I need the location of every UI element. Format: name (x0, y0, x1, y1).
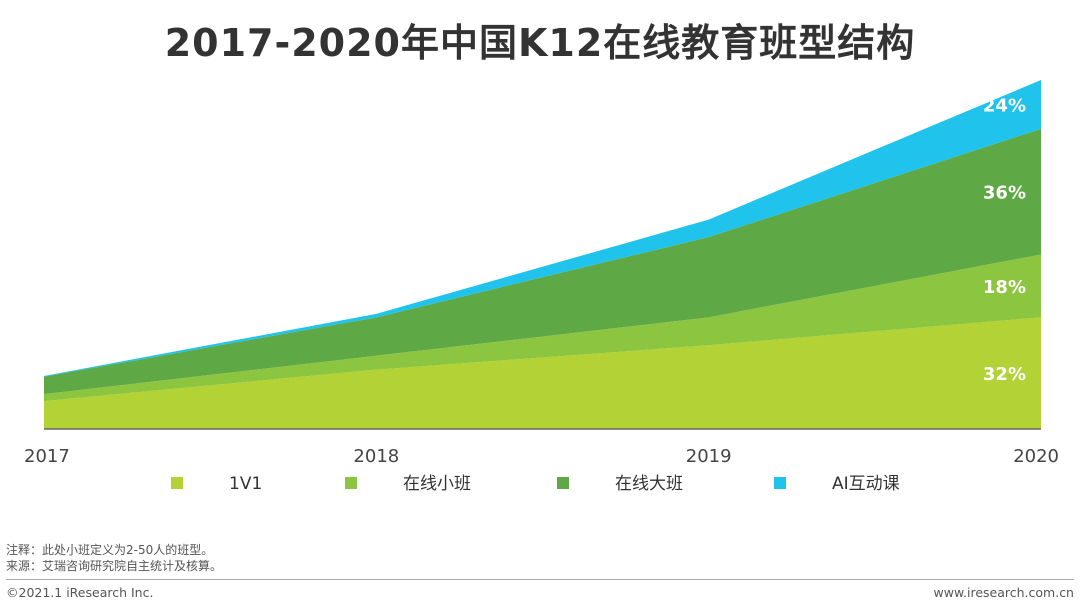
chart-title: 2017-2020年中国K12在线教育班型结构 (164, 21, 916, 65)
x-axis-ticks: 2017 2018 2019 2020 (24, 446, 1059, 467)
series-areas (44, 80, 1041, 429)
footer-divider (6, 579, 1074, 580)
x-tick-label: 2020 (1013, 446, 1059, 467)
legend-item: 1V1 (171, 474, 262, 494)
legend-swatch (774, 477, 786, 489)
legend-label: 在线大班 (615, 474, 683, 494)
legend-item: 在线小班 (345, 474, 471, 494)
legend-item: AI互动课 (774, 474, 900, 494)
data-label: 36% (983, 183, 1026, 204)
area-series-0 (44, 317, 1041, 429)
legend: 1V1 在线小班 在线大班 AI互动课 (171, 474, 900, 494)
chart-notes: 注释：此处小班定义为2-50人的班型。 来源：艾瑞咨询研究院自主统计及核算。 (6, 542, 222, 574)
website-link[interactable]: www.iresearch.com.cn (933, 585, 1075, 600)
legend-item: 在线大班 (557, 474, 683, 494)
x-tick-label: 2018 (353, 446, 399, 467)
legend-label: 在线小班 (403, 474, 471, 494)
data-label: 32% (983, 364, 1026, 385)
legend-label: AI互动课 (832, 474, 900, 494)
area-series-2 (44, 128, 1041, 395)
data-label: 24% (983, 95, 1026, 116)
legend-label: 1V1 (229, 474, 262, 494)
x-tick-label: 2019 (686, 446, 732, 467)
area-series-1 (44, 254, 1041, 402)
legend-swatch (345, 477, 357, 489)
legend-swatch (557, 477, 569, 489)
data-labels: 32% 18% 36% 24% (983, 95, 1026, 385)
x-tick-label: 2017 (24, 446, 70, 467)
legend-swatch (171, 477, 183, 489)
note-text: 注释：此处小班定义为2-50人的班型。 (6, 543, 214, 557)
source-text: 来源：艾瑞咨询研究院自主统计及核算。 (6, 559, 223, 573)
copyright-text: ©2021.1 iResearch Inc. (6, 585, 154, 600)
data-label: 18% (983, 277, 1026, 298)
